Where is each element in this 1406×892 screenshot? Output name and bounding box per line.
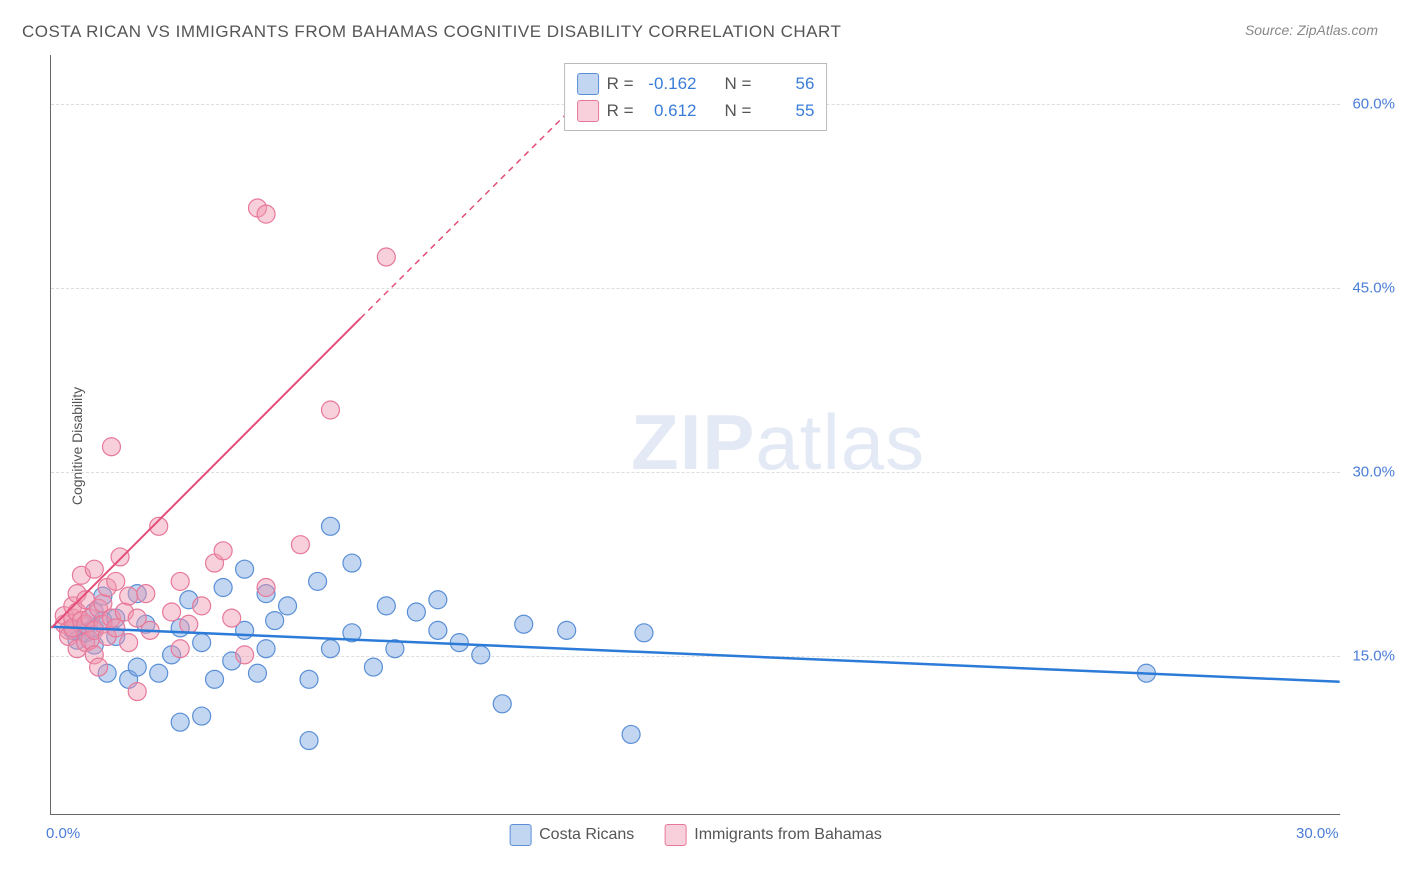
n-label: N = [725, 70, 752, 97]
x-tick-label: 30.0% [1296, 825, 1339, 842]
data-point [193, 597, 211, 615]
data-point [558, 621, 576, 639]
n-label: N = [725, 97, 752, 124]
data-point [206, 670, 224, 688]
data-point [248, 664, 266, 682]
data-point [107, 619, 125, 637]
correlation-stats-box: R = -0.162 N = 56 R = 0.612 N = 55 [564, 63, 828, 131]
chart-plot-area: ZIPatlas R = -0.162 N = 56 R = 0.612 N =… [50, 55, 1340, 815]
data-point [193, 707, 211, 725]
data-point [321, 517, 339, 535]
legend-swatch-bahamas [664, 824, 686, 846]
swatch-costa-ricans [577, 73, 599, 95]
r-value-bahamas: 0.612 [642, 97, 697, 124]
data-point [120, 634, 138, 652]
data-point [407, 603, 425, 621]
data-point [300, 670, 318, 688]
data-point [635, 624, 653, 642]
data-point [193, 634, 211, 652]
data-point [343, 554, 361, 572]
r-label: R = [607, 70, 634, 97]
data-point [291, 536, 309, 554]
data-point [279, 597, 297, 615]
data-point [171, 572, 189, 590]
data-point [171, 640, 189, 658]
data-point [321, 401, 339, 419]
legend-swatch-costa-ricans [509, 824, 531, 846]
data-point [266, 612, 284, 630]
legend-item-bahamas: Immigrants from Bahamas [664, 824, 882, 846]
data-point [180, 615, 198, 633]
data-point [257, 579, 275, 597]
data-point [150, 664, 168, 682]
data-point [364, 658, 382, 676]
data-point [236, 646, 254, 664]
data-point [377, 597, 395, 615]
n-value-bahamas: 55 [759, 97, 814, 124]
data-point [257, 640, 275, 658]
data-point [429, 591, 447, 609]
data-point [111, 548, 129, 566]
n-value-costa-ricans: 56 [759, 70, 814, 97]
data-point [309, 572, 327, 590]
data-point [472, 646, 490, 664]
data-point [90, 658, 108, 676]
data-point [120, 587, 138, 605]
legend-label-costa-ricans: Costa Ricans [539, 826, 634, 844]
data-point [102, 438, 120, 456]
r-label: R = [607, 97, 634, 124]
y-tick-label: 45.0% [1352, 279, 1395, 296]
data-point [85, 560, 103, 578]
data-point [429, 621, 447, 639]
data-point [493, 695, 511, 713]
stats-row-bahamas: R = 0.612 N = 55 [577, 97, 815, 124]
data-point [321, 640, 339, 658]
source-label: Source: ZipAtlas.com [1245, 22, 1378, 38]
data-point [214, 579, 232, 597]
chart-title: COSTA RICAN VS IMMIGRANTS FROM BAHAMAS C… [22, 22, 841, 42]
r-value-costa-ricans: -0.162 [642, 70, 697, 97]
data-point [223, 609, 241, 627]
y-tick-label: 30.0% [1352, 463, 1395, 480]
data-point [128, 683, 146, 701]
swatch-bahamas [577, 100, 599, 122]
stats-row-costa-ricans: R = -0.162 N = 56 [577, 70, 815, 97]
bottom-legend: Costa Ricans Immigrants from Bahamas [509, 824, 882, 846]
data-point [214, 542, 232, 560]
data-point [163, 603, 181, 621]
data-point [377, 248, 395, 266]
data-point [107, 572, 125, 590]
data-point [171, 713, 189, 731]
data-point [515, 615, 533, 633]
scatter-svg [51, 55, 1340, 814]
data-point [236, 560, 254, 578]
legend-item-costa-ricans: Costa Ricans [509, 824, 634, 846]
x-tick-label: 0.0% [46, 825, 80, 842]
legend-label-bahamas: Immigrants from Bahamas [694, 826, 882, 844]
data-point [128, 658, 146, 676]
data-point [257, 205, 275, 223]
data-point [622, 725, 640, 743]
data-point [137, 585, 155, 603]
data-point [300, 732, 318, 750]
data-point [450, 634, 468, 652]
y-tick-label: 60.0% [1352, 96, 1395, 113]
y-tick-label: 15.0% [1352, 647, 1395, 664]
